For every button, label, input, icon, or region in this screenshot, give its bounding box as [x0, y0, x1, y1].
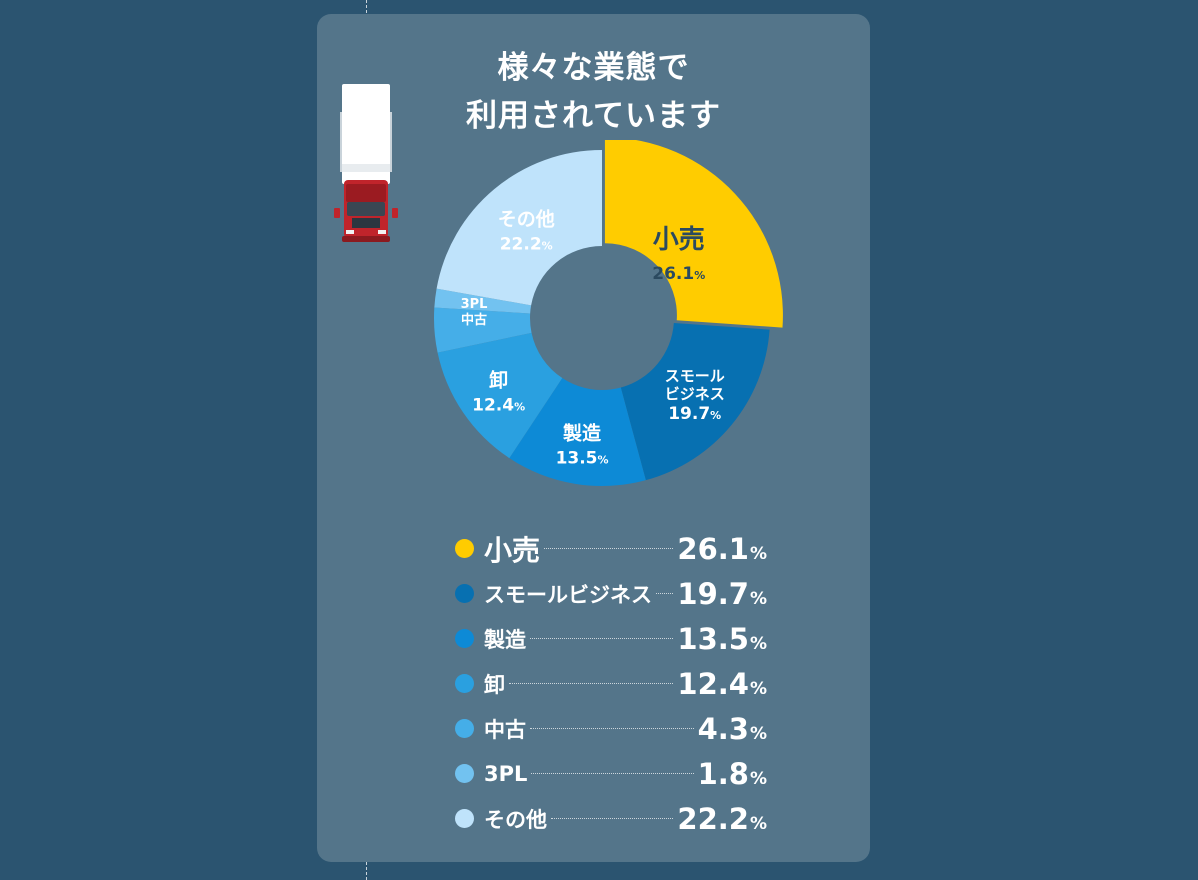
- card-title-line2: 利用されています: [465, 98, 722, 134]
- legend-row: 3PL 1.8%: [455, 751, 767, 796]
- slice-label-name: 3PL: [461, 297, 488, 312]
- chart-legend: 小売 26.1% スモールビジネス 19.7% 製造 13.5% 卸 12.4% 中古 4.3% 3…: [455, 526, 767, 841]
- slice-label-name: 中古: [461, 312, 487, 328]
- legend-value: 12.4%: [677, 666, 767, 701]
- delivery-truck-icon: [334, 84, 398, 242]
- legend-row: 中古 4.3%: [455, 706, 767, 751]
- legend-leader-line: [509, 683, 674, 684]
- legend-value: 19.7%: [677, 576, 767, 611]
- legend-color-dot: [455, 809, 474, 828]
- legend-color-dot: [455, 629, 474, 648]
- slice-label-value: 22.2%: [500, 235, 553, 255]
- legend-row: 小売 26.1%: [455, 526, 767, 571]
- donut-slice-2: [620, 322, 770, 481]
- slice-label-value: 12.4%: [472, 395, 525, 415]
- slice-label-name: スモール: [665, 367, 725, 385]
- slice-label-name: その他: [498, 208, 555, 231]
- legend-value: 13.5%: [677, 621, 767, 656]
- donut-slice-7: [436, 150, 602, 306]
- legend-row: 卸 12.4%: [455, 661, 767, 706]
- legend-leader-line: [530, 728, 694, 729]
- legend-label: 卸: [484, 672, 505, 697]
- legend-leader-line: [551, 818, 674, 819]
- legend-value: 26.1%: [677, 531, 767, 566]
- legend-leader-line: [531, 773, 694, 774]
- legend-leader-line: [530, 638, 674, 639]
- legend-row: スモールビジネス 19.7%: [455, 571, 767, 616]
- legend-label: スモールビジネス: [484, 582, 652, 607]
- legend-value: 1.8%: [697, 756, 767, 791]
- slice-label-value: 26.1%: [652, 264, 705, 284]
- legend-label: 中古: [484, 717, 526, 742]
- legend-label: 小売: [484, 533, 541, 567]
- slice-label-name: 卸: [489, 368, 508, 391]
- legend-label: その他: [484, 807, 547, 832]
- donut-slice-4: [437, 332, 563, 459]
- legend-label: 製造: [484, 627, 526, 652]
- legend-color-dot: [455, 539, 474, 558]
- donut-slice-5: [434, 307, 532, 353]
- legend-color-dot: [455, 719, 474, 738]
- donut-slice-6: [434, 288, 532, 314]
- slice-label-name: 小売: [653, 225, 705, 255]
- legend-leader-line: [544, 548, 674, 549]
- donut-slice-3: [509, 378, 646, 486]
- legend-value: 4.3%: [697, 711, 767, 746]
- legend-row: その他 22.2%: [455, 796, 767, 841]
- legend-label: 3PL: [484, 761, 528, 786]
- legend-color-dot: [455, 584, 474, 603]
- legend-row: 製造 13.5%: [455, 616, 767, 661]
- legend-value: 22.2%: [677, 801, 767, 836]
- slice-label-name: 製造: [562, 421, 602, 444]
- slice-label-value: 19.7%: [668, 404, 721, 424]
- slice-label-value: 13.5%: [556, 448, 609, 468]
- card-title-line1: 様々な業態で: [497, 50, 690, 86]
- legend-leader-line: [656, 593, 674, 594]
- legend-color-dot: [455, 674, 474, 693]
- slice-label-name: ビジネス: [665, 385, 725, 403]
- donut-slice-1: [604, 140, 783, 328]
- legend-color-dot: [455, 764, 474, 783]
